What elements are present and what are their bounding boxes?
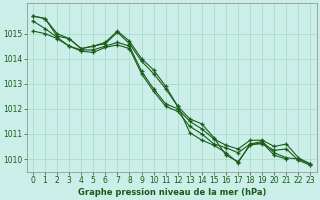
- X-axis label: Graphe pression niveau de la mer (hPa): Graphe pression niveau de la mer (hPa): [77, 188, 266, 197]
